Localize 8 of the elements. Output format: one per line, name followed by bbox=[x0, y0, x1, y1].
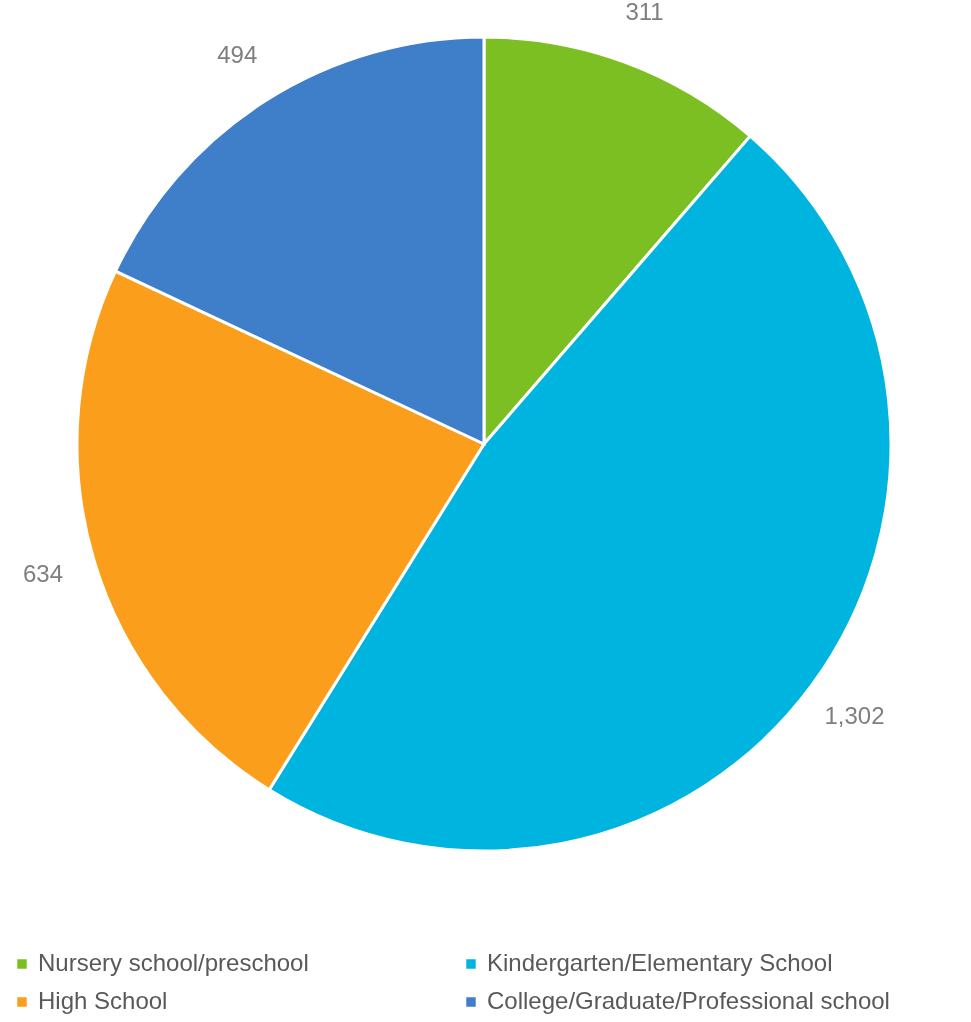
data-label: 1,302 bbox=[824, 701, 885, 729]
data-label: 634 bbox=[22, 559, 63, 587]
data-label: 494 bbox=[217, 40, 258, 68]
legend-label: Nursery school/preschool bbox=[38, 949, 309, 976]
data-label: 311 bbox=[625, 0, 664, 25]
legend-label: High School bbox=[38, 987, 168, 1014]
legend-label: College/Graduate/Professional school bbox=[487, 987, 890, 1014]
legend-label: Kindergarten/Elementary School bbox=[487, 949, 833, 976]
